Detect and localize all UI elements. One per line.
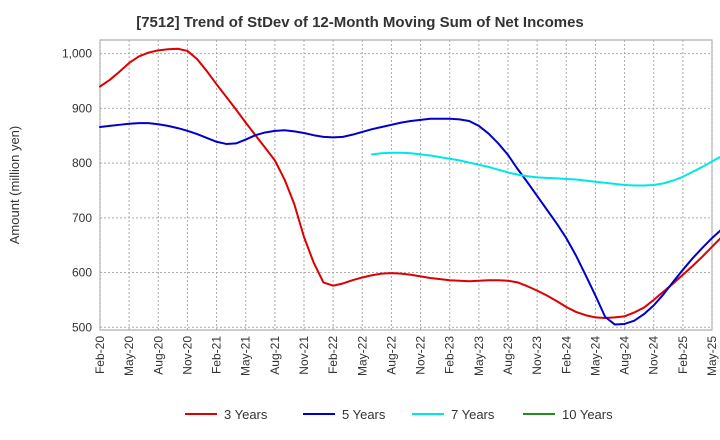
- x-tick-label: May-20: [122, 336, 136, 376]
- x-tick-label: May-24: [588, 336, 602, 376]
- x-tick-label: Feb-25: [676, 336, 690, 374]
- x-tick-label: Nov-22: [414, 336, 428, 375]
- y-tick-label: 1,000: [62, 47, 92, 61]
- x-tick-label: May-22: [355, 336, 369, 376]
- y-tick-label: 600: [72, 266, 92, 280]
- x-tick-label: May-23: [472, 336, 486, 376]
- chart-title: [7512] Trend of StDev of 12-Month Moving…: [136, 14, 584, 31]
- series-line-5-years: [99, 117, 720, 326]
- y-tick-label: 800: [72, 156, 92, 170]
- y-tick-label: 900: [72, 101, 92, 115]
- x-tick-label: May-25: [705, 336, 719, 376]
- x-tick-label: Feb-22: [326, 336, 340, 374]
- x-tick-label: Aug-24: [618, 336, 632, 375]
- legend-label-10-years: 10 Years: [562, 407, 613, 422]
- x-tick-label: Aug-20: [151, 336, 165, 375]
- x-tick-label: Feb-24: [559, 336, 573, 374]
- series-line-7-years: [371, 151, 720, 187]
- x-tick-label: Feb-23: [443, 336, 457, 374]
- legend-label-5-years: 5 Years: [342, 407, 386, 422]
- legend-label-3-years: 3 Years: [224, 407, 268, 422]
- x-tick-label: Aug-22: [384, 336, 398, 375]
- y-tick-label: 500: [72, 320, 92, 334]
- y-tick-label: 700: [72, 211, 92, 225]
- x-tick-label: Aug-21: [268, 336, 282, 375]
- x-tick-label: Feb-20: [93, 336, 107, 374]
- x-tick-label: May-21: [239, 336, 253, 376]
- x-tick-label: Nov-24: [647, 336, 661, 375]
- x-tick-label: Aug-23: [501, 336, 515, 375]
- x-tick-label: Nov-20: [180, 336, 194, 375]
- x-tick-label: Feb-21: [210, 336, 224, 374]
- x-tick-label: Nov-21: [297, 336, 311, 375]
- legend-label-7-years: 7 Years: [451, 407, 495, 422]
- y-axis-label: Amount (million yen): [7, 126, 22, 245]
- x-tick-label: Nov-23: [530, 336, 544, 375]
- series-line-3-years: [99, 47, 720, 319]
